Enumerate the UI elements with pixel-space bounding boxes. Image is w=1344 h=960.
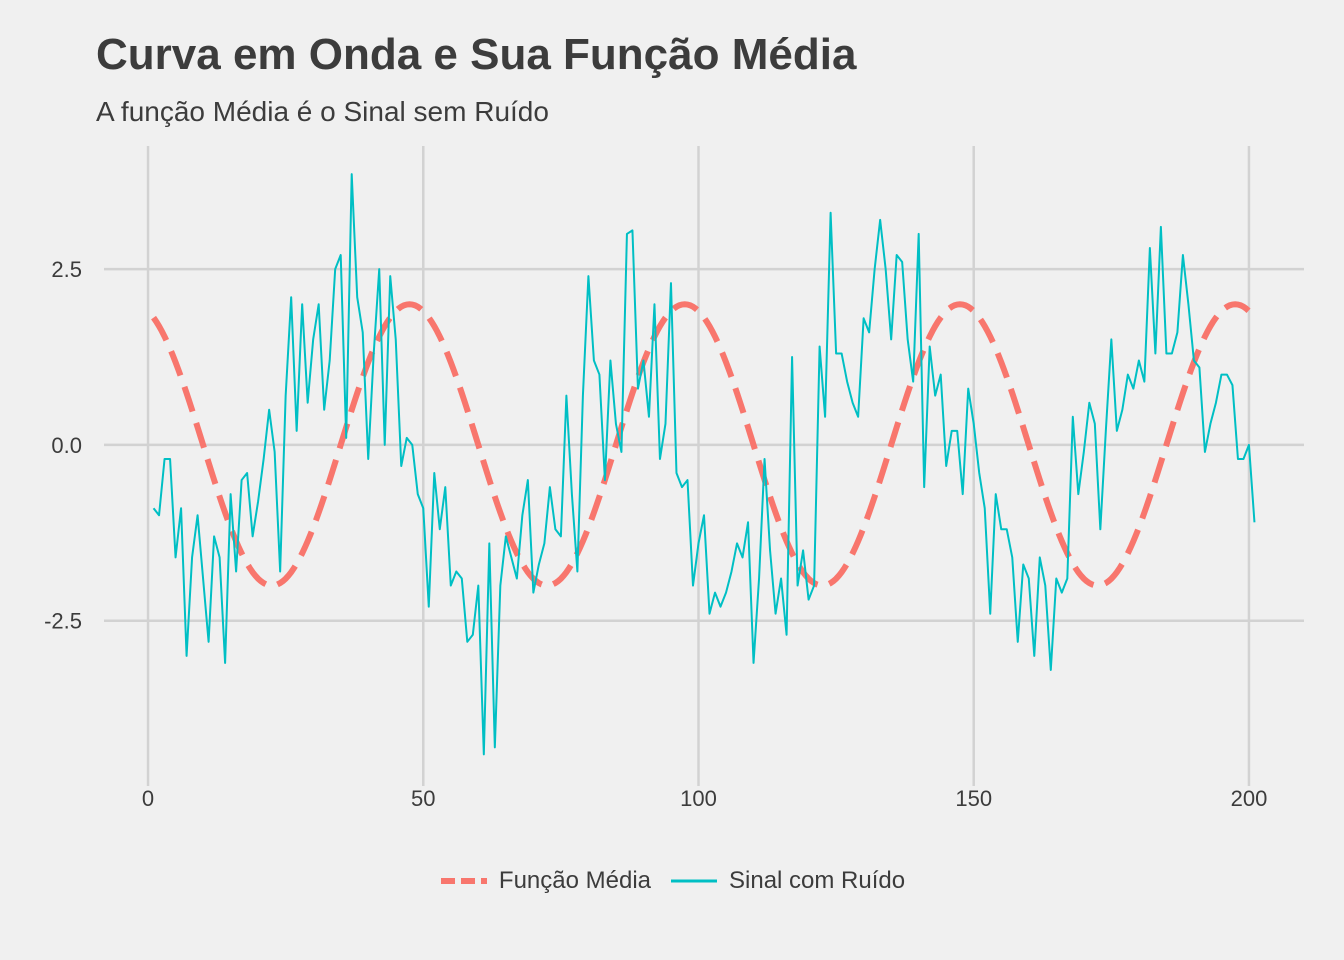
x-axis: 0 50 100 150 200	[142, 786, 1267, 811]
noisy-signal-series	[152, 173, 1256, 756]
y-tick-label: -2.5	[44, 609, 82, 634]
plot-area: 0 50 100 150 200 -2.5 0.0 2.5	[44, 146, 1304, 811]
mean-function-series	[151, 301, 1251, 589]
y-tick-label: 0.0	[51, 433, 82, 458]
legend-item-signal: Sinal com Ruído	[669, 866, 905, 896]
y-tick-label: 2.5	[51, 257, 82, 282]
legend-label-signal: Sinal com Ruído	[729, 867, 906, 894]
x-tick-label: 0	[142, 786, 154, 811]
mean-function-line	[151, 301, 1251, 589]
chart-subtitle: A função Média é o Sinal sem Ruído	[96, 96, 549, 127]
x-tick-label: 100	[680, 786, 717, 811]
legend-label-mean: Função Média	[498, 867, 651, 894]
y-axis: -2.5 0.0 2.5	[44, 257, 82, 634]
x-tick-label: 200	[1231, 786, 1268, 811]
legend-item-mean: Função Média	[439, 866, 651, 896]
x-tick-label: 150	[955, 786, 992, 811]
legend: Função Média Sinal com Ruído	[0, 866, 1344, 896]
legend-key-dashed-line	[439, 866, 489, 896]
chart-title: Curva em Onda e Sua Função Média	[96, 30, 857, 79]
legend-key-solid-line	[669, 866, 719, 896]
x-tick-label: 50	[411, 786, 435, 811]
grid-layer	[104, 146, 1304, 786]
noisy-signal-line	[152, 173, 1256, 756]
